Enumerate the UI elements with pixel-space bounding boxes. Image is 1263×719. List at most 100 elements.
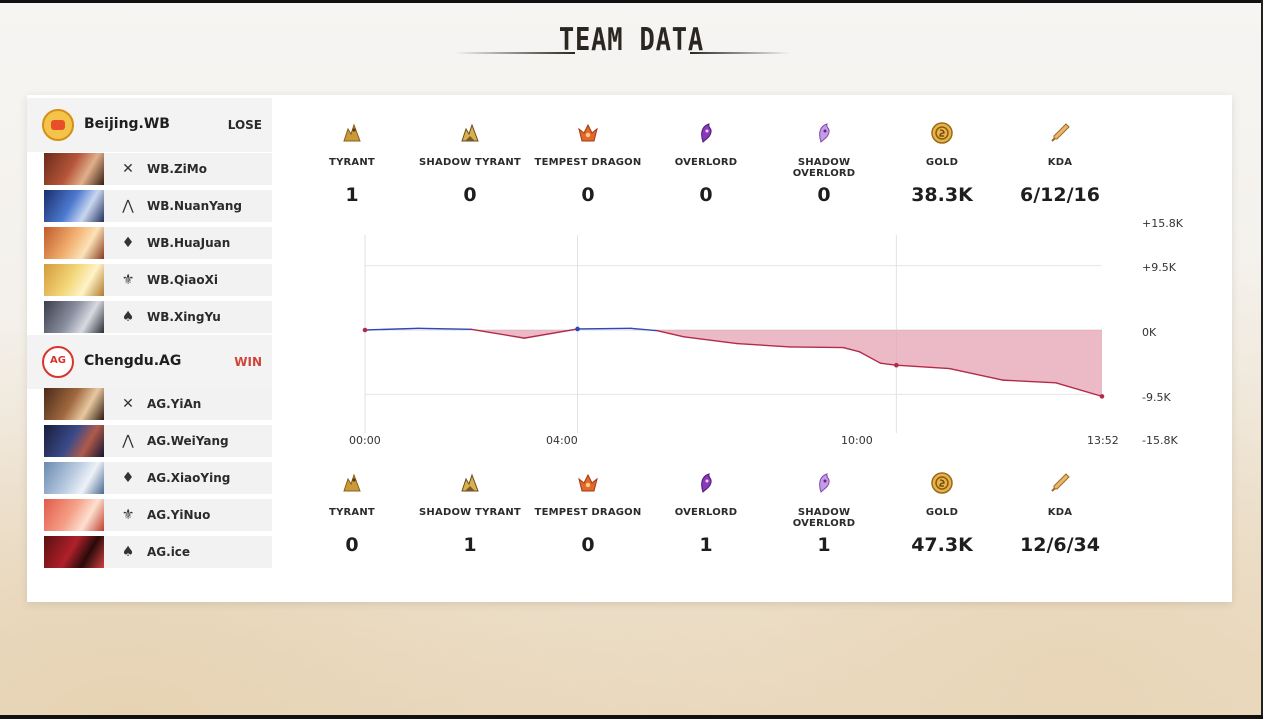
stat-value: 47.3K [911, 534, 973, 556]
tempest-dragon-icon [576, 471, 600, 495]
gold-coin-icon [930, 121, 954, 145]
stat-value: 1 [463, 534, 477, 556]
hero-portrait [44, 388, 104, 420]
roam-icon: ♠ [121, 544, 135, 560]
player-row: ✕ WB.ZiMo [44, 153, 272, 185]
team-name: Chengdu.AG [84, 353, 182, 369]
y-tick-label: -9.5K [1142, 391, 1171, 404]
player-row: ✕ AG.YiAn [44, 388, 272, 420]
gold-line-segment [879, 362, 898, 366]
tyrant-icon [340, 121, 364, 145]
player-name: AG.XiaoYing [147, 471, 231, 485]
player-name: AG.ice [147, 545, 191, 559]
shadow-tyrant-icon [458, 471, 482, 495]
gold-line-segment [683, 336, 738, 345]
x-tick-label: 04:00 [546, 434, 578, 447]
shadow-tyrant-icon [458, 121, 482, 145]
stat-value: 38.3K [911, 184, 973, 206]
kda-sword-icon [1048, 121, 1072, 145]
gold-point-marker [575, 326, 580, 332]
gold-line-segment [736, 342, 791, 348]
gold-point-marker [1099, 394, 1105, 399]
x-tick-label: 13:52 [1087, 434, 1119, 447]
stat-label: GOLD [925, 157, 959, 168]
stat-label: SHADOW TYRANT [419, 507, 521, 518]
stat-label: TEMPEST DRAGON [534, 157, 642, 168]
team-result: WIN [234, 355, 262, 369]
hero-portrait [44, 153, 104, 185]
gold-point-marker [894, 362, 899, 368]
stat-label: SHADOW OVERLORD [792, 507, 856, 529]
player-row: ⋀ AG.WeiYang [44, 425, 272, 457]
stat-value: 1 [817, 534, 831, 556]
player-name: WB.ZiMo [147, 162, 207, 176]
stat-value: 0 [581, 534, 595, 556]
mid-lane-icon: ♦ [121, 470, 135, 486]
gold-line-segment [895, 364, 951, 370]
title-block: TEAM DATA [0, 22, 1263, 72]
stat-label: SHADOW OVERLORD [792, 157, 856, 179]
page-title: TEAM DATA [558, 22, 705, 58]
stat-label: TYRANT [329, 157, 375, 168]
gold-coin-icon [930, 471, 954, 495]
stat-value: 0 [463, 184, 477, 206]
farm-lane-icon: ⚜ [121, 507, 135, 523]
beijing-wb-logo-icon [42, 109, 74, 141]
y-tick-label: -15.8K [1142, 434, 1178, 447]
player-row: ⚜ AG.YiNuo [44, 499, 272, 531]
player-row: ♠ WB.XingYu [44, 301, 272, 333]
tempest-dragon-icon [576, 121, 600, 145]
stat-label: OVERLORD [674, 157, 738, 168]
title-line-right [690, 52, 790, 54]
stat-label: OVERLORD [674, 507, 738, 518]
gold-line-segment [858, 350, 882, 364]
gold-line-segment [629, 327, 658, 332]
player-name: AG.YiAn [147, 397, 202, 411]
gold-line-segment [1055, 382, 1103, 398]
jungle-icon: ⋀ [122, 433, 134, 449]
bottom-frame-bar [0, 715, 1263, 719]
player-name: WB.HuaJuan [147, 236, 231, 250]
overlord-icon [694, 121, 718, 145]
hero-portrait [44, 264, 104, 296]
gold-line-segment [948, 367, 1004, 381]
stat-value: 0 [581, 184, 595, 206]
gold-line-segment [842, 346, 860, 353]
stat-value: 0 [817, 184, 831, 206]
top-frame-bar [0, 0, 1263, 3]
gold-line-segment [576, 327, 632, 330]
stat-value: 1 [699, 534, 713, 556]
jungle-icon: ⋀ [122, 198, 134, 214]
gold-line-segment [789, 346, 844, 349]
hero-portrait [44, 499, 104, 531]
mid-lane-icon: ♦ [121, 235, 135, 251]
clash-lane-icon: ✕ [122, 396, 134, 412]
right-frame-bar [1261, 0, 1263, 719]
y-tick-label: +9.5K [1142, 261, 1176, 274]
x-tick-label: 00:00 [349, 434, 381, 447]
player-row: ♦ AG.XiaoYing [44, 462, 272, 494]
y-tick-label: 0K [1142, 326, 1157, 339]
kda-sword-icon [1048, 471, 1072, 495]
player-row: ⋀ WB.NuanYang [44, 190, 272, 222]
player-row: ⚜ WB.QiaoXi [44, 264, 272, 296]
chengdu-ag-logo-icon: AG [42, 346, 74, 378]
stat-value: 0 [345, 534, 359, 556]
player-name: AG.WeiYang [147, 434, 229, 448]
player-name: WB.XingYu [147, 310, 221, 324]
team-header-ag: AG Chengdu.AG WIN [27, 335, 272, 389]
player-name: WB.NuanYang [147, 199, 242, 213]
shadow-overlord-icon [812, 121, 836, 145]
gold-line-segment [364, 327, 419, 331]
gold-line-segment [470, 328, 526, 339]
player-row: ♠ AG.ice [44, 536, 272, 568]
shadow-overlord-icon [812, 471, 836, 495]
hero-portrait [44, 301, 104, 333]
y-tick-label: +15.8K [1142, 217, 1183, 230]
gold-line-segment [656, 329, 685, 338]
team-header-wb: Beijing.WB LOSE [27, 98, 272, 152]
stat-value: 6/12/16 [1020, 184, 1100, 206]
stat-label: GOLD [925, 507, 959, 518]
stat-value: 0 [699, 184, 713, 206]
farm-lane-icon: ⚜ [121, 272, 135, 288]
